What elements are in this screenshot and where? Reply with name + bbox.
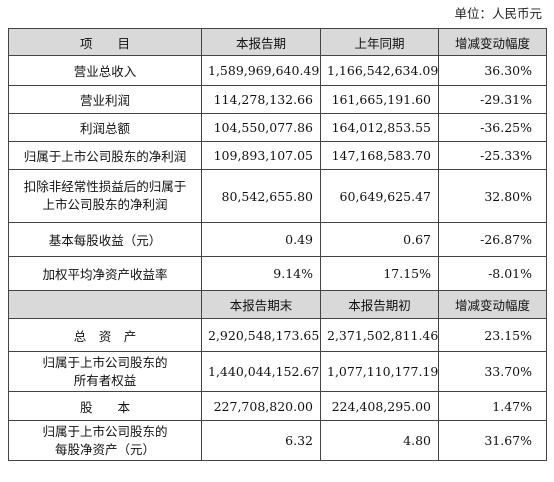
table-row: 归属于上市公司股东的净利润 109,893,107.05 147,168,583…: [8, 141, 547, 170]
current-value: 227,708,820.00: [201, 391, 321, 421]
header-period-end: 本报告期末: [201, 290, 321, 319]
table-header-row: 本报告期末 本报告期初 增减变动幅度: [8, 290, 547, 319]
row-label: 股 本: [8, 391, 202, 421]
change-value: 23.15%: [438, 318, 547, 352]
current-value: 9.14%: [201, 256, 321, 291]
row-label-line1: 归属于上市公司股东的: [42, 423, 168, 439]
row-label: 归属于上市公司股东的 每股净资产（元）: [8, 420, 202, 461]
current-value: 0.49: [201, 222, 321, 257]
table-row: 基本每股收益（元） 0.49 0.67 -26.87%: [8, 222, 547, 257]
row-label-line1: 归属于上市公司股东的: [42, 354, 168, 370]
current-value: 114,278,132.66: [201, 85, 321, 114]
change-value: 32.80%: [438, 169, 547, 223]
change-value: 31.67%: [438, 420, 547, 461]
table-header-row: 项 目 本报告期 上年同期 增减变动幅度: [8, 28, 547, 56]
prior-value: 147,168,583.70: [320, 141, 439, 170]
row-label: 扣除非经常性损益后的归属于 上市公司股东的净利润: [8, 169, 202, 223]
table-row: 归属于上市公司股东的 所有者权益 1,440,044,152.67 1,077,…: [8, 351, 547, 392]
table-row: 加权平均净资产收益率 9.14% 17.15% -8.01%: [8, 256, 547, 291]
current-value: 1,440,044,152.67: [201, 351, 321, 392]
prior-value: 224,408,295.00: [320, 391, 439, 421]
row-label-line2: 所有者权益: [73, 372, 137, 388]
row-label: 归属于上市公司股东的净利润: [8, 141, 202, 170]
header-item: [8, 290, 202, 319]
row-label: 基本每股收益（元）: [8, 222, 202, 257]
header-period-start: 本报告期初: [320, 290, 439, 319]
prior-value: 1,166,542,634.09: [320, 55, 439, 86]
financial-summary-table: 项 目 本报告期 上年同期 增减变动幅度 营业总收入 1,589,969,640…: [8, 28, 547, 461]
row-label: 总 资 产: [8, 318, 202, 352]
current-value: 109,893,107.05: [201, 141, 321, 170]
prior-value: 60,649,625.47: [320, 169, 439, 223]
row-label-line2: 上市公司股东的净利润: [42, 197, 168, 212]
change-value: -25.33%: [438, 141, 547, 170]
change-value: 33.70%: [438, 351, 547, 392]
prior-value: 161,665,191.60: [320, 85, 439, 114]
table-row: 总 资 产 2,920,548,173.65 2,371,502,811.46 …: [8, 318, 547, 352]
change-value: 36.30%: [438, 55, 547, 86]
table-row: 利润总额 104,550,077.86 164,012,853.55 -36.2…: [8, 113, 547, 142]
current-value: 2,920,548,173.65: [201, 318, 321, 352]
table-row: 营业利润 114,278,132.66 161,665,191.60 -29.3…: [8, 85, 547, 114]
unit-label: 单位：人民币元: [454, 6, 542, 21]
table-row: 归属于上市公司股东的 每股净资产（元） 6.32 4.80 31.67%: [8, 420, 547, 461]
row-label: 营业总收入: [8, 55, 202, 86]
current-value: 6.32: [201, 420, 321, 461]
row-label: 利润总额: [8, 113, 202, 142]
header-prior-period: 上年同期: [320, 28, 439, 56]
table-row: 营业总收入 1,589,969,640.49 1,166,542,634.09 …: [8, 55, 547, 86]
row-label-line1: 扣除非经常性损益后的归属于: [23, 179, 187, 194]
current-value: 1,589,969,640.49: [201, 55, 321, 86]
prior-value: 2,371,502,811.46: [320, 318, 439, 352]
prior-value: 17.15%: [320, 256, 439, 291]
header-change-rate: 增减变动幅度: [438, 28, 547, 56]
row-label: 加权平均净资产收益率: [8, 256, 202, 291]
header-item: 项 目: [8, 28, 202, 56]
change-value: -36.25%: [438, 113, 547, 142]
change-value: 1.47%: [438, 391, 547, 421]
change-value: -26.87%: [438, 222, 547, 257]
current-value: 80,542,655.80: [201, 169, 321, 223]
row-label: 营业利润: [8, 85, 202, 114]
table-row: 股 本 227,708,820.00 224,408,295.00 1.47%: [8, 391, 547, 421]
change-value: -29.31%: [438, 85, 547, 114]
prior-value: 1,077,110,177.19: [320, 351, 439, 392]
change-value: -8.01%: [438, 256, 547, 291]
table-row: 扣除非经常性损益后的归属于 上市公司股东的净利润 80,542,655.80 6…: [8, 169, 547, 223]
current-value: 104,550,077.86: [201, 113, 321, 142]
prior-value: 0.67: [320, 222, 439, 257]
prior-value: 4.80: [320, 420, 439, 461]
row-label-line2: 每股净资产（元）: [54, 441, 155, 457]
prior-value: 164,012,853.55: [320, 113, 439, 142]
row-label: 归属于上市公司股东的 所有者权益: [8, 351, 202, 392]
header-change-rate: 增减变动幅度: [438, 290, 547, 319]
header-current-period: 本报告期: [201, 28, 321, 56]
